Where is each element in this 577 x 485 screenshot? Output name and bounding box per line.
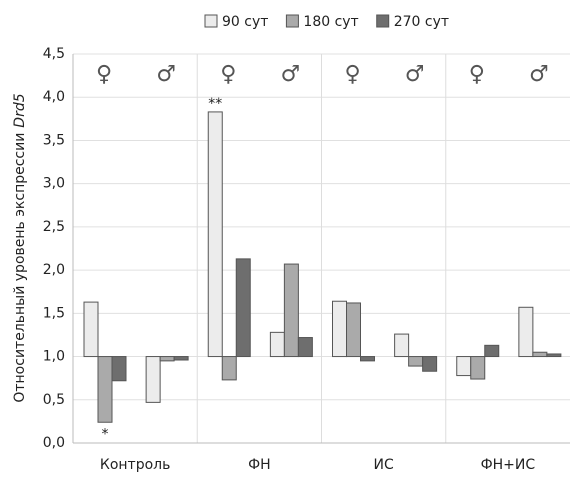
y-tick-label: 1,0 (43, 349, 65, 365)
bar (332, 300, 347, 358)
bar (207, 111, 223, 358)
sex-symbol: ♀ (220, 62, 236, 87)
bar (173, 356, 189, 361)
bar (360, 356, 375, 362)
legend-swatch (285, 14, 299, 28)
bar (346, 302, 361, 358)
y-tick-label: 0,5 (43, 392, 65, 408)
y-tick-label: 2,5 (43, 219, 65, 235)
group-label: Контроль (100, 457, 170, 473)
sex-symbol: ♂ (281, 62, 301, 87)
legend-label: 270 сут (394, 14, 449, 30)
bar (297, 337, 313, 358)
annotation: ** (208, 96, 222, 112)
sex-symbol: ♀ (96, 62, 112, 87)
sex-symbol: ♂ (156, 62, 176, 87)
bar (532, 351, 548, 358)
bar (145, 356, 161, 403)
y-tick-label: 0,0 (43, 435, 65, 451)
legend-label: 180 сут (303, 14, 358, 30)
sex-symbol: ♀ (469, 62, 485, 87)
annotation: * (102, 426, 109, 442)
sex-symbol: ♀ (345, 62, 361, 87)
bar (159, 356, 175, 362)
bar (518, 306, 534, 358)
bar (546, 353, 562, 358)
y-axis-label-text: Относительный уровень экспрессии (12, 133, 28, 403)
group-label: ИС (374, 457, 394, 473)
group-label: ФН+ИС (481, 457, 536, 473)
y-axis-label: Относительный уровень экспрессии Drd5 (12, 93, 28, 402)
y-tick-label: 2,0 (43, 262, 65, 278)
legend-label: 90 сут (222, 14, 268, 30)
bar (408, 356, 424, 367)
sex-symbol: ♂ (405, 62, 425, 87)
bar (269, 331, 285, 358)
bar (422, 356, 438, 372)
sex-symbol: ♂ (529, 62, 549, 87)
bar (97, 356, 113, 423)
legend-swatch (204, 14, 218, 28)
y-tick-label: 4,0 (43, 89, 65, 105)
y-tick-label: 1,5 (43, 305, 65, 321)
y-tick-label: 3,0 (43, 176, 65, 192)
bar (456, 356, 472, 377)
bar (283, 263, 299, 358)
legend-swatch (376, 14, 390, 28)
bar (235, 258, 251, 358)
y-tick-label: 3,5 (43, 132, 65, 148)
y-tick-label: 4,5 (43, 46, 65, 62)
bar (83, 301, 99, 358)
bar (111, 356, 127, 382)
bar (394, 333, 410, 358)
y-axis-label-gene: Drd5 (12, 93, 28, 127)
bar (484, 344, 500, 358)
bar (470, 356, 486, 380)
bar (221, 356, 237, 381)
group-label: ФН (248, 457, 271, 473)
